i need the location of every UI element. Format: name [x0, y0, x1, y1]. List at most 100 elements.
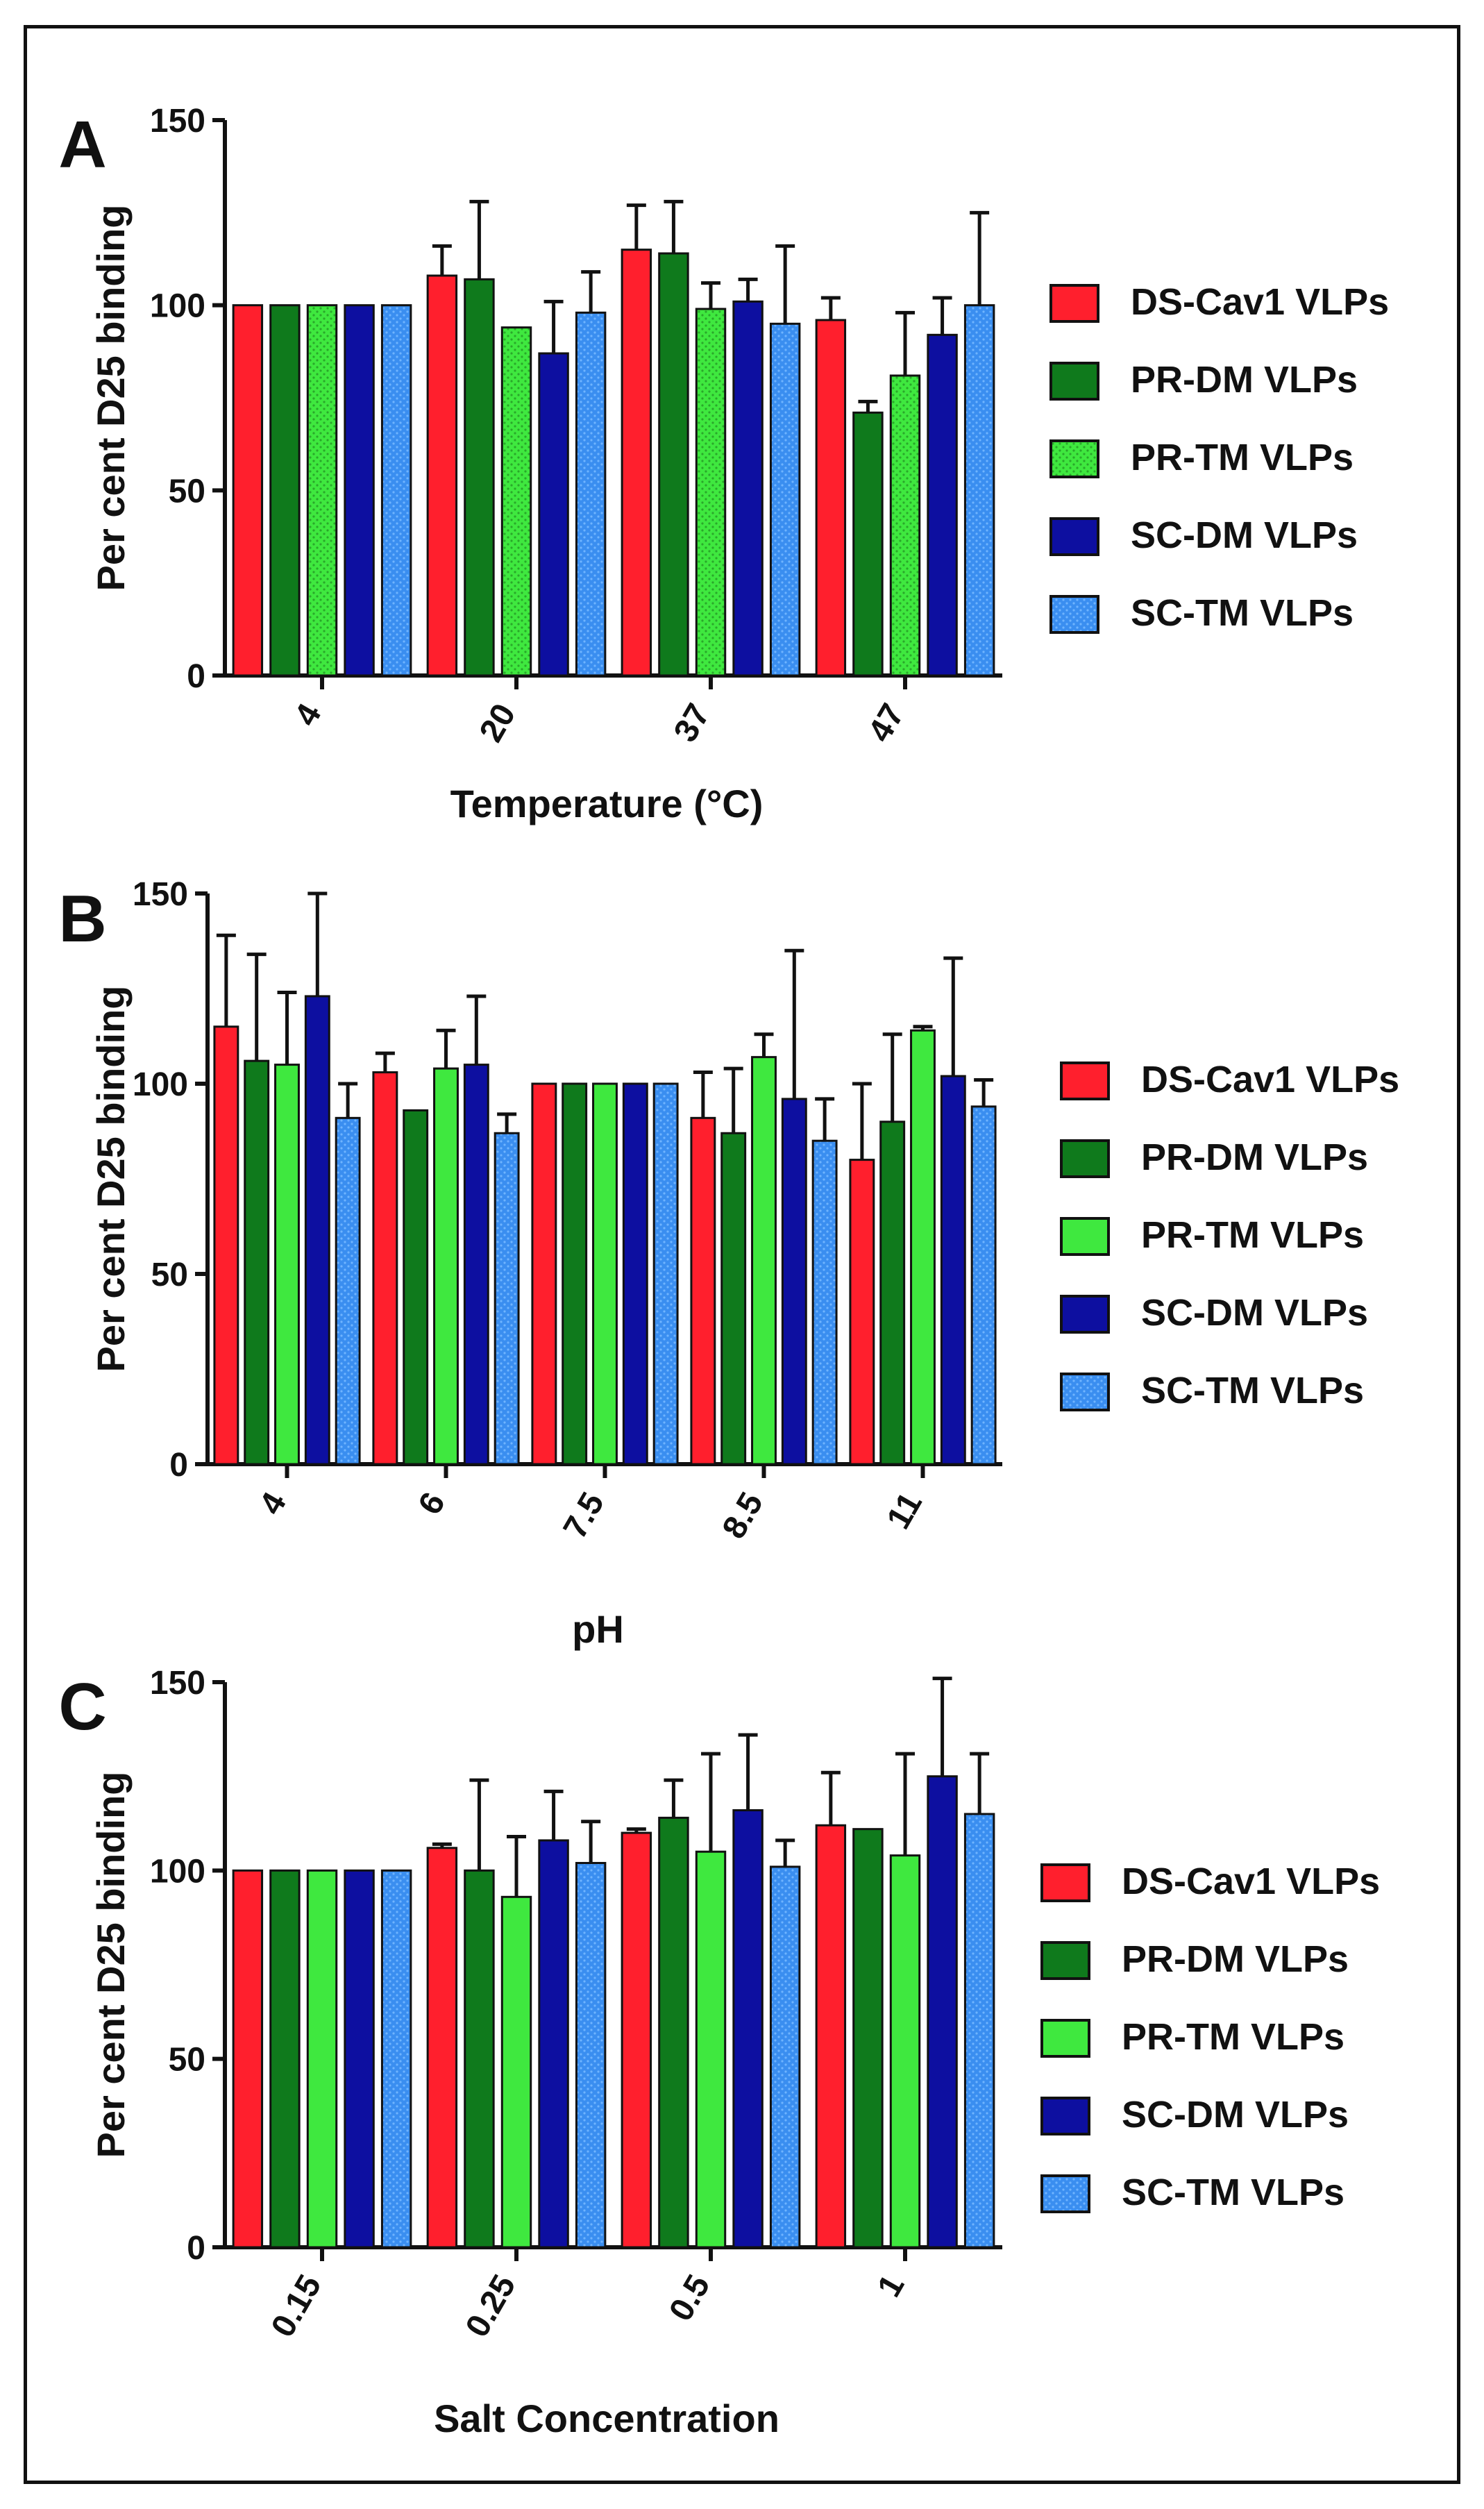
figure-frame: A 0 50 100 150 Per cent D25 binding 4 20 37 47 Tem…	[24, 25, 1460, 2484]
x-tick-label: 47	[861, 698, 912, 748]
bar-ds-cav1	[621, 1831, 652, 2249]
x-tick-label: 37	[667, 698, 718, 748]
bar-sc-tm	[380, 304, 412, 677]
panel-label: A	[58, 108, 106, 182]
legend-label: PR-DM VLPs	[1131, 359, 1358, 401]
bar-ds-cav1	[815, 319, 847, 677]
bar-pr-tm	[306, 1869, 338, 2249]
chart-panel-c: C 0 50 100 150 Per cent D25 binding 0.15 0.25 0.…	[58, 1665, 1380, 2440]
bar-ds-cav1	[690, 1116, 716, 1466]
bar-sc-dm	[304, 995, 330, 1466]
bar-ds-cav1	[232, 304, 264, 677]
bar-pr-dm	[269, 1869, 301, 2249]
panel-label: C	[58, 1670, 106, 1744]
bar-pr-dm	[852, 1828, 884, 2249]
y-axis-title: Per cent D25 binding	[89, 1772, 133, 2158]
legend-label: SC-TM VLPs	[1122, 2172, 1344, 2213]
bar-sc-dm	[538, 1839, 569, 2249]
bar-pr-tm	[592, 1082, 618, 1466]
y-tick-label: 150	[150, 103, 205, 140]
x-axis-title: Salt Concentration	[434, 2397, 779, 2440]
y-tick-label: 100	[150, 288, 205, 325]
x-axis-title: Temperature (°C)	[450, 782, 764, 825]
legend-swatch	[1040, 1863, 1090, 1902]
bar-ds-cav1	[232, 1869, 264, 2249]
y-tick-label: 50	[151, 1257, 188, 1293]
legend-swatch	[1060, 1373, 1110, 1411]
bar-pr-tm	[751, 1056, 777, 1466]
bar-sc-tm	[652, 1082, 679, 1466]
legend-swatch	[1049, 439, 1099, 478]
legend-label: DS-Cav1 VLPs	[1131, 281, 1389, 323]
bar-ds-cav1	[815, 1824, 847, 2249]
bar-sc-tm	[769, 322, 801, 677]
bar-pr-dm	[562, 1082, 588, 1466]
x-tick-label: 11	[880, 1486, 929, 1535]
bar-pr-tm	[306, 304, 338, 677]
bar-ds-cav1	[213, 1025, 239, 1466]
bar-sc-dm	[927, 1775, 958, 2249]
chart-panel-a: A 0 50 100 150 Per cent D25 binding 4 20 37 47 Tem…	[58, 103, 1389, 825]
bar-sc-dm	[344, 1869, 375, 2249]
x-tick-label: 1	[870, 2269, 911, 2304]
legend-swatch	[1040, 2019, 1090, 2058]
bar-pr-dm	[720, 1132, 747, 1466]
bar-sc-dm	[463, 1064, 489, 1466]
legend-label: SC-DM VLPs	[1122, 2094, 1349, 2135]
legend-label: SC-DM VLPs	[1131, 514, 1358, 556]
bar-sc-tm	[494, 1132, 520, 1466]
bar-ds-cav1	[372, 1071, 398, 1466]
x-tick-label: 0.5	[662, 2269, 717, 2327]
bar-pr-dm	[464, 1869, 495, 2249]
legend-swatch	[1049, 517, 1099, 556]
legend-swatch	[1049, 362, 1099, 401]
bar-pr-tm	[695, 308, 727, 677]
bar-pr-dm	[269, 304, 301, 677]
y-tick-label: 0	[169, 1447, 188, 1484]
legend-label: PR-TM VLPs	[1141, 1214, 1364, 1256]
legend-swatch	[1040, 1941, 1090, 1980]
bar-sc-dm	[940, 1075, 966, 1466]
x-tick-label: 20	[473, 698, 523, 748]
x-tick-label: 6	[412, 1486, 453, 1521]
bar-ds-cav1	[849, 1159, 875, 1466]
chart-panel-b: B 0 50 100 150 Per cent D25 binding 4 6 7.5 8.5 11…	[58, 876, 1399, 1651]
legend-swatch	[1040, 2097, 1090, 2135]
bar-sc-tm	[575, 1861, 607, 2249]
panel-label: B	[58, 882, 106, 956]
bar-pr-dm	[852, 411, 884, 677]
bar-pr-dm	[879, 1121, 906, 1466]
bar-sc-dm	[622, 1082, 648, 1466]
bar-pr-tm	[889, 374, 921, 677]
legend-label: SC-TM VLPs	[1131, 592, 1354, 634]
y-axis-title: Per cent D25 binding	[89, 205, 133, 591]
bar-sc-dm	[732, 1809, 764, 2249]
legend-label: PR-DM VLPs	[1141, 1136, 1368, 1178]
bar-sc-tm	[811, 1139, 838, 1466]
bar-pr-tm	[274, 1064, 300, 1466]
bar-pr-tm	[695, 1850, 727, 2249]
bar-sc-dm	[538, 352, 569, 677]
bar-ds-cav1	[621, 249, 652, 677]
x-tick-label: 0.25	[459, 2269, 523, 2343]
bar-sc-dm	[781, 1098, 807, 1466]
legend-swatch	[1040, 2174, 1090, 2213]
bar-sc-dm	[927, 333, 958, 677]
y-tick-label: 150	[133, 876, 188, 913]
bar-sc-tm	[575, 311, 607, 677]
bar-sc-tm	[963, 1813, 995, 2249]
legend-label: PR-DM VLPs	[1122, 1938, 1349, 1980]
bar-sc-dm	[732, 300, 764, 677]
bar-sc-tm	[335, 1116, 361, 1466]
legend-swatch	[1060, 1062, 1110, 1100]
bar-ds-cav1	[426, 274, 458, 677]
legend-label: SC-DM VLPs	[1141, 1292, 1368, 1334]
chart-canvas: A 0 50 100 150 Per cent D25 binding 4 20 37 47 Tem…	[58, 103, 1399, 2440]
x-tick-label: 4	[287, 698, 328, 732]
x-tick-label: 8.5	[716, 1486, 770, 1545]
bar-sc-tm	[769, 1865, 801, 2249]
y-tick-label: 0	[187, 2230, 205, 2267]
legend-swatch	[1049, 284, 1099, 323]
bar-sc-dm	[344, 304, 375, 677]
y-tick-label: 150	[150, 1665, 205, 1702]
